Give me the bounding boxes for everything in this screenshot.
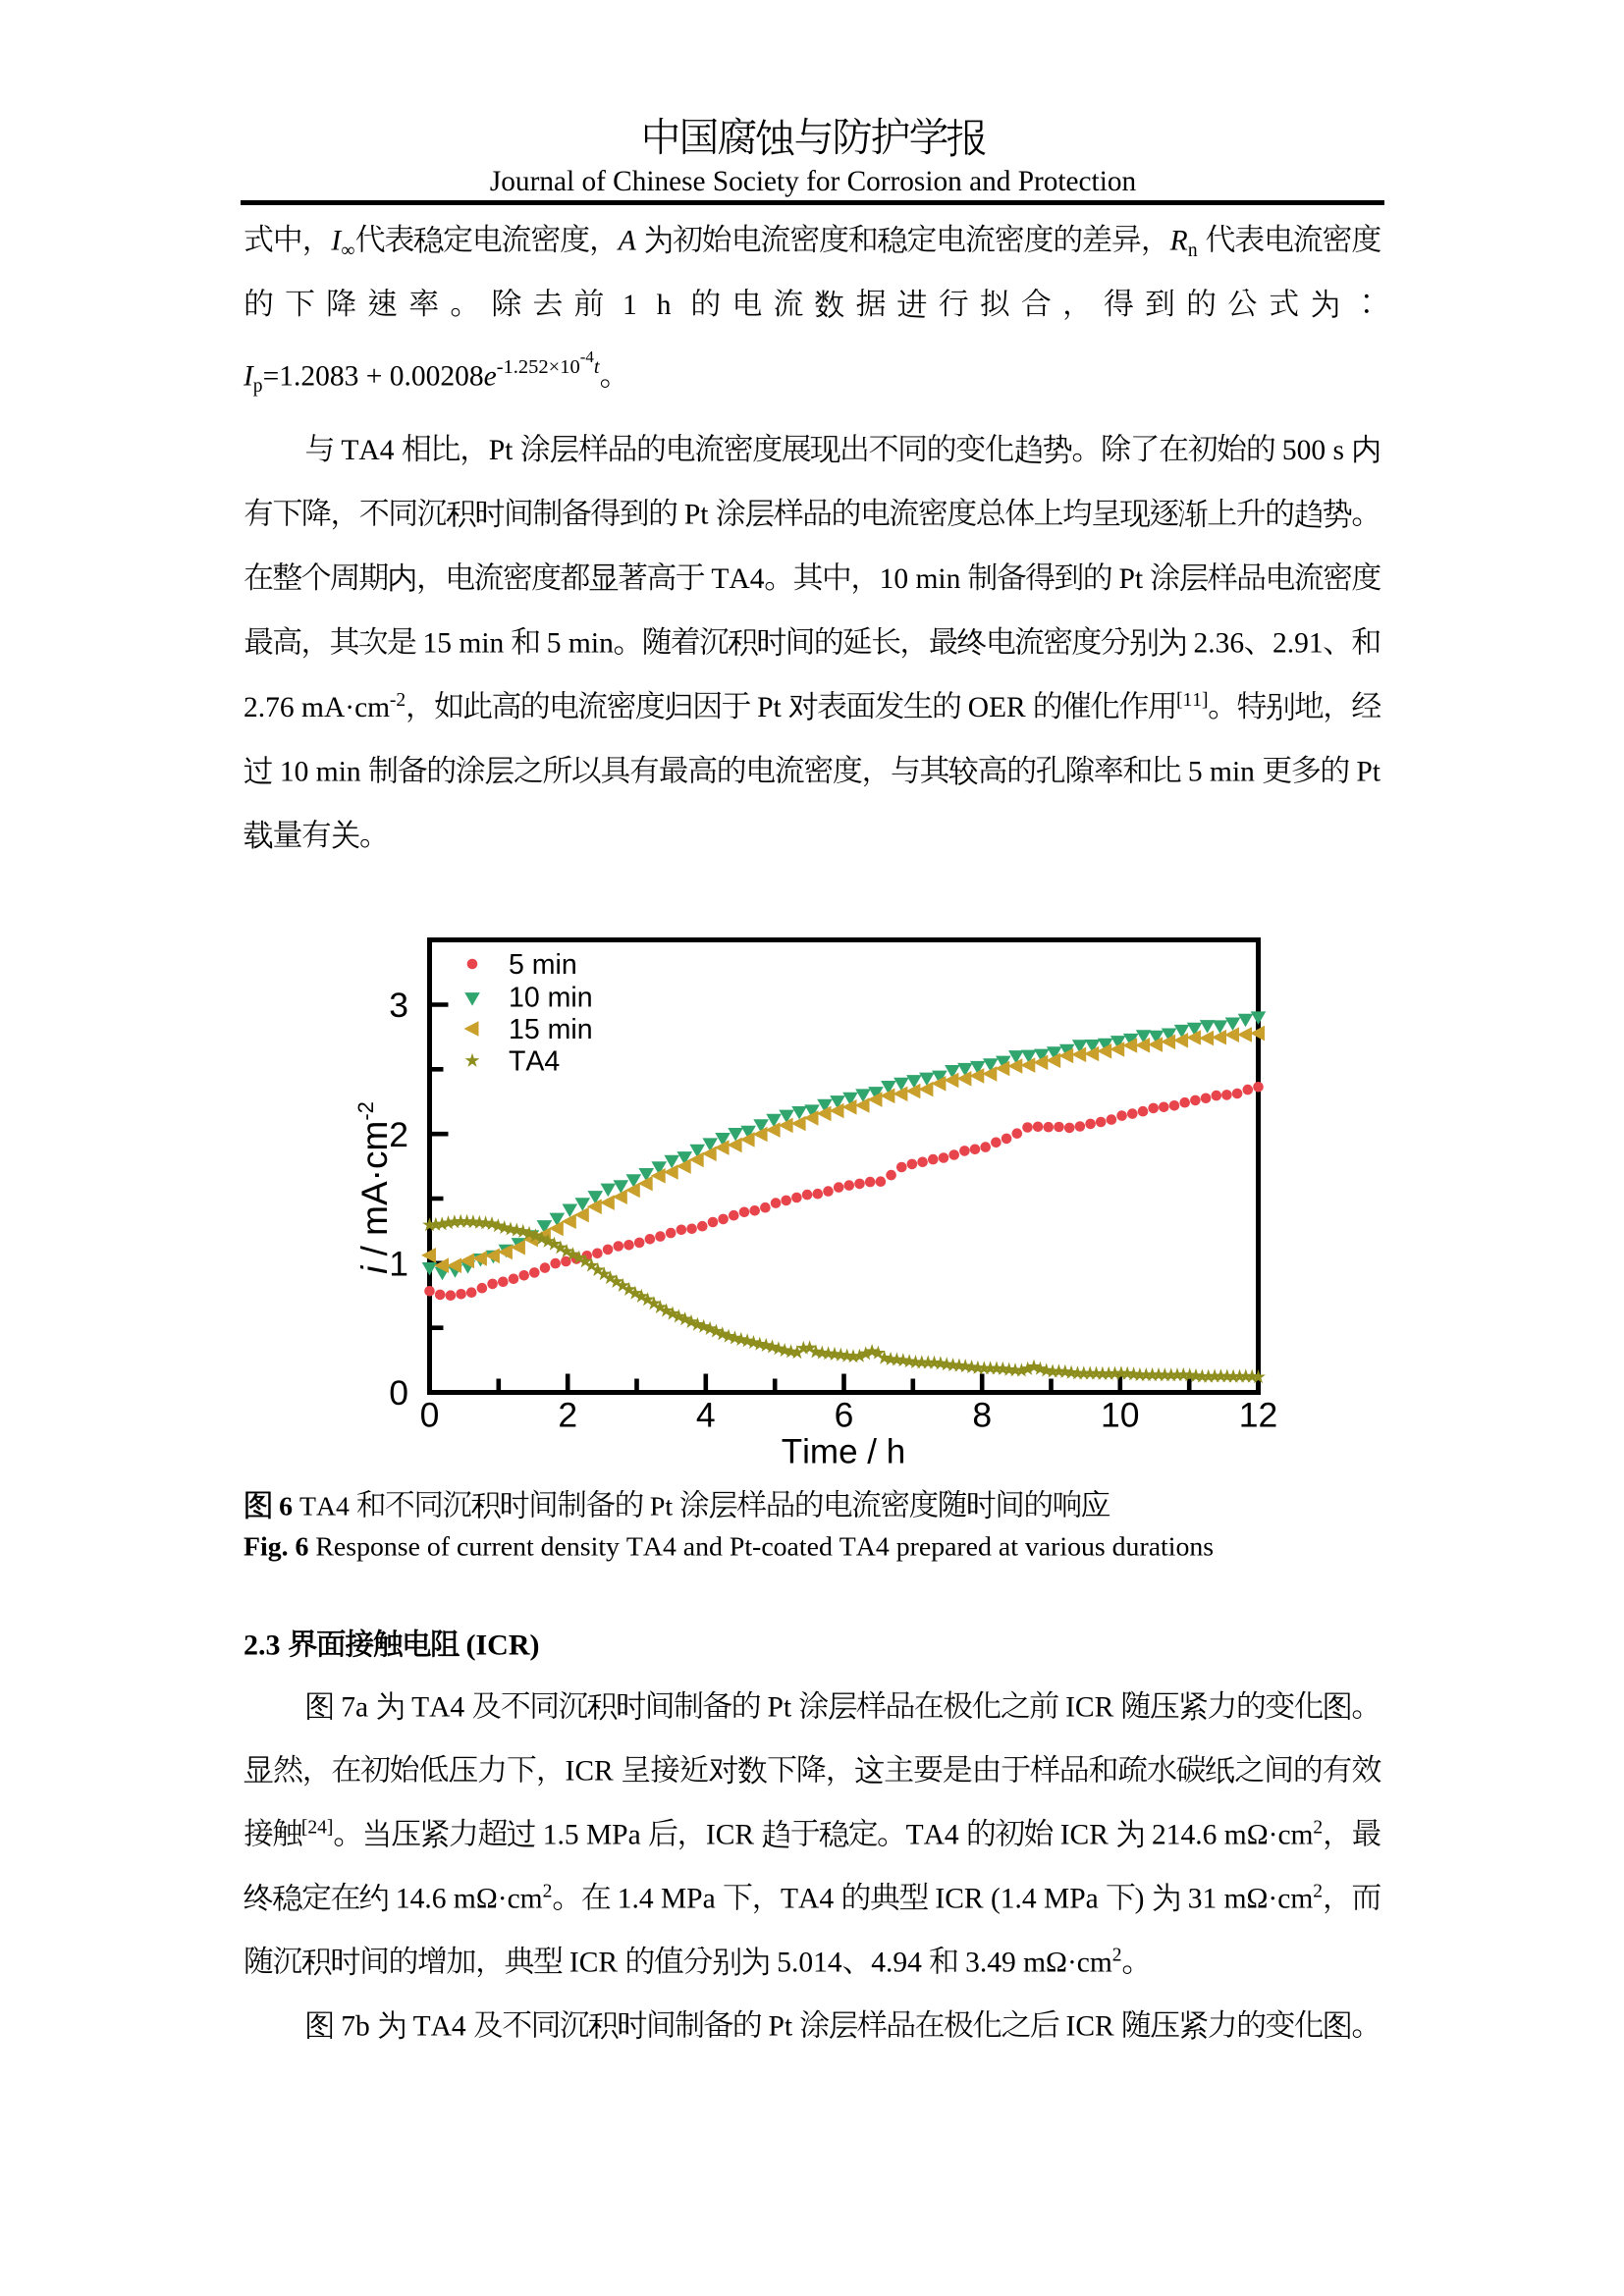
svg-text:10 min: 10 min [880, 563, 961, 595]
svg-text:[24]: [24] [301, 1818, 334, 1839]
svg-text:3: 3 [389, 986, 408, 1025]
svg-text:6: 6 [279, 1492, 293, 1522]
svg-text:15 min: 15 min [423, 628, 505, 660]
svg-text:n: n [1188, 240, 1198, 261]
svg-text:TA4: TA4 [906, 1820, 959, 1851]
svg-text:A: A [617, 226, 637, 257]
svg-text:-2: -2 [390, 690, 406, 711]
svg-text:31 mΩ·cm: 31 mΩ·cm [1188, 1884, 1314, 1915]
svg-text:1.4 MPa: 1.4 MPa [618, 1884, 716, 1915]
svg-text:2: 2 [1313, 1882, 1323, 1902]
svg-text:8: 8 [972, 1396, 992, 1435]
svg-text:0: 0 [389, 1373, 408, 1413]
svg-text:Fig. 6: Fig. 6 [244, 1532, 308, 1563]
svg-text:4.94: 4.94 [871, 1948, 922, 1979]
svg-text:214.6 mΩ·cm: 214.6 mΩ·cm [1152, 1820, 1314, 1851]
svg-text:Journal of Chinese Society for: Journal of Chinese Society for Corrosion… [490, 166, 1137, 197]
svg-text:4: 4 [696, 1396, 716, 1435]
svg-text:R: R [1169, 226, 1188, 257]
svg-text:5 min: 5 min [547, 628, 614, 660]
svg-text:=1.2083 + 0.00208: =1.2083 + 0.00208 [263, 361, 484, 393]
svg-text:Pt: Pt [650, 1492, 673, 1522]
svg-text:h: h [657, 290, 672, 321]
svg-text:ICR (1.4 MPa: ICR (1.4 MPa [935, 1884, 1098, 1915]
svg-text:2: 2 [1313, 1818, 1323, 1839]
svg-text:ICR: ICR [566, 1756, 615, 1788]
svg-text:TA4: TA4 [781, 1884, 834, 1915]
svg-text:3.49 mΩ·cm: 3.49 mΩ·cm [965, 1948, 1112, 1979]
svg-text:): ) [1135, 1884, 1145, 1915]
svg-text:14.6 mΩ·cm: 14.6 mΩ·cm [396, 1884, 543, 1915]
svg-text:TA4: TA4 [411, 1692, 464, 1724]
svg-text:ICR: ICR [1066, 2011, 1115, 2043]
svg-text:2.3: 2.3 [244, 1629, 281, 1662]
svg-text:-4: -4 [580, 347, 595, 366]
svg-text:15 min: 15 min [509, 1014, 593, 1045]
svg-text:(ICR): (ICR) [466, 1629, 540, 1662]
svg-text:2.91: 2.91 [1272, 628, 1324, 660]
svg-text:2: 2 [1112, 1946, 1122, 1966]
svg-text:t: t [594, 356, 601, 378]
svg-text:2.36: 2.36 [1194, 628, 1245, 660]
svg-text:1.5 MPa: 1.5 MPa [543, 1820, 641, 1851]
svg-text:0: 0 [420, 1396, 440, 1435]
svg-text:6: 6 [835, 1396, 854, 1435]
svg-text:1: 1 [389, 1245, 408, 1284]
svg-text:ICR: ICR [569, 1948, 619, 1979]
svg-text:e: e [484, 361, 497, 393]
svg-text:ICR: ICR [706, 1820, 755, 1851]
svg-text:2: 2 [543, 1882, 553, 1902]
svg-text:Pt: Pt [684, 500, 709, 531]
svg-text:OER: OER [968, 692, 1026, 723]
svg-text:Pt: Pt [1119, 563, 1144, 595]
svg-text:TA4: TA4 [413, 2011, 466, 2043]
svg-text:1: 1 [623, 290, 637, 321]
svg-text:∞: ∞ [342, 240, 355, 261]
svg-text:-1.252×10: -1.252×10 [497, 356, 580, 378]
svg-text:TA4: TA4 [299, 1492, 350, 1522]
svg-text:TA4: TA4 [711, 563, 764, 595]
svg-text:10: 10 [1101, 1396, 1140, 1435]
svg-text:ICR: ICR [1060, 1820, 1110, 1851]
svg-text:7b: 7b [341, 2011, 370, 2043]
svg-text:TA4: TA4 [341, 435, 394, 466]
svg-text:12: 12 [1239, 1396, 1278, 1435]
svg-text:p: p [253, 376, 263, 397]
svg-text:2: 2 [558, 1396, 577, 1435]
svg-text:[11]: [11] [1176, 690, 1209, 711]
svg-text:ICR: ICR [1065, 1692, 1114, 1724]
svg-text:500 s: 500 s [1282, 435, 1344, 466]
svg-text:Pt: Pt [757, 692, 782, 723]
svg-text:10 min: 10 min [509, 983, 593, 1014]
svg-text:Pt: Pt [769, 2011, 793, 2043]
svg-text:Pt: Pt [489, 435, 514, 466]
svg-text:2.76 mA·cm: 2.76 mA·cm [244, 692, 390, 723]
svg-text:I: I [330, 226, 342, 257]
svg-text:2: 2 [389, 1115, 408, 1154]
svg-text:10 min: 10 min [280, 757, 361, 788]
svg-text:Response of current density TA: Response of current density TA4 and Pt-c… [315, 1532, 1214, 1563]
svg-text:5 min: 5 min [509, 949, 577, 981]
svg-text:I: I [243, 361, 254, 393]
svg-text:Time / h: Time / h [782, 1433, 905, 1471]
svg-text:TA4: TA4 [509, 1046, 560, 1078]
svg-text:5 min: 5 min [1188, 757, 1255, 788]
svg-text:Pt: Pt [768, 1692, 792, 1724]
svg-text:i / mA·cm-2: i / mA·cm-2 [353, 1101, 395, 1274]
svg-text:7a: 7a [341, 1692, 368, 1724]
svg-text:Pt: Pt [1356, 757, 1380, 788]
svg-text:5.014: 5.014 [777, 1948, 842, 1979]
